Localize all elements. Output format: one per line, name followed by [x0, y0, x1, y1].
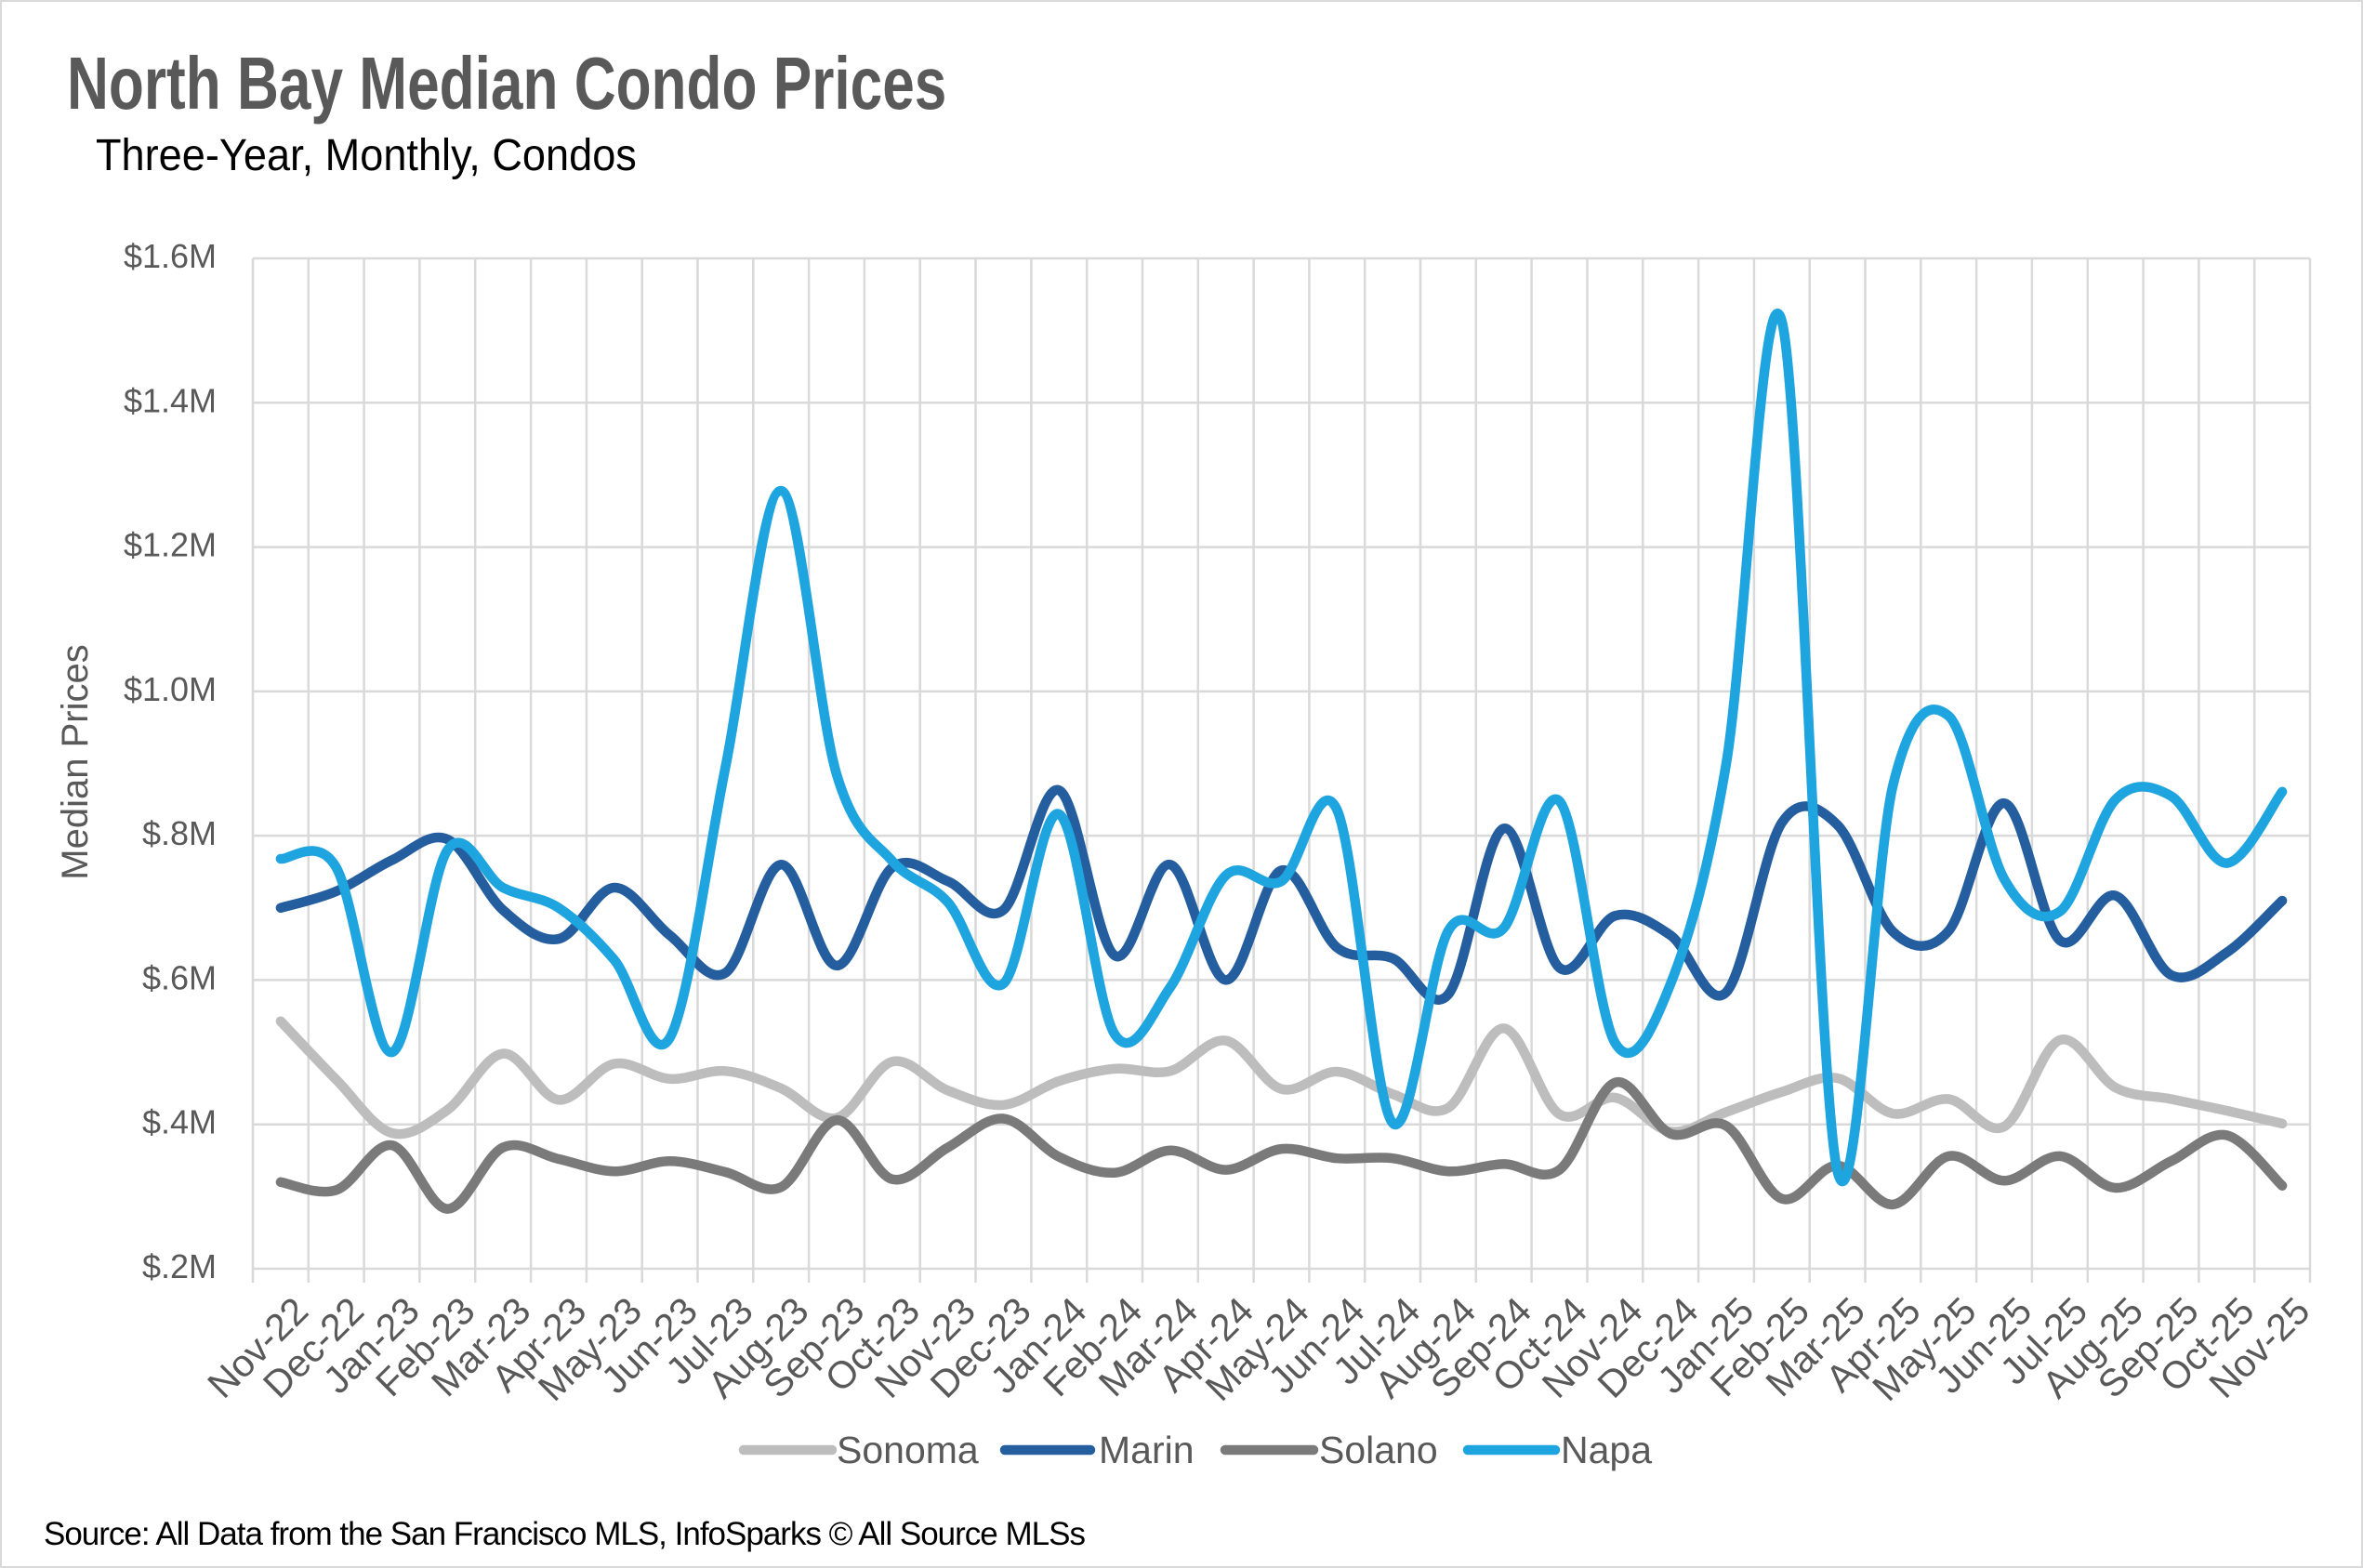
svg-text:Median Prices: Median Prices	[55, 644, 96, 879]
svg-text:$.2M: $.2M	[142, 1247, 217, 1285]
svg-text:$.4M: $.4M	[142, 1103, 217, 1141]
svg-text:Napa: Napa	[1561, 1429, 1652, 1471]
svg-text:$.6M: $.6M	[142, 958, 217, 996]
svg-text:$.8M: $.8M	[142, 814, 217, 852]
svg-text:Sonoma: Sonoma	[837, 1429, 979, 1471]
svg-text:Solano: Solano	[1319, 1429, 1438, 1471]
svg-text:$1.2M: $1.2M	[124, 526, 217, 564]
svg-text:Marin: Marin	[1099, 1429, 1195, 1471]
svg-text:$1.4M: $1.4M	[124, 381, 217, 419]
svg-text:$1.0M: $1.0M	[124, 670, 217, 708]
svg-text:$1.6M: $1.6M	[124, 237, 217, 275]
